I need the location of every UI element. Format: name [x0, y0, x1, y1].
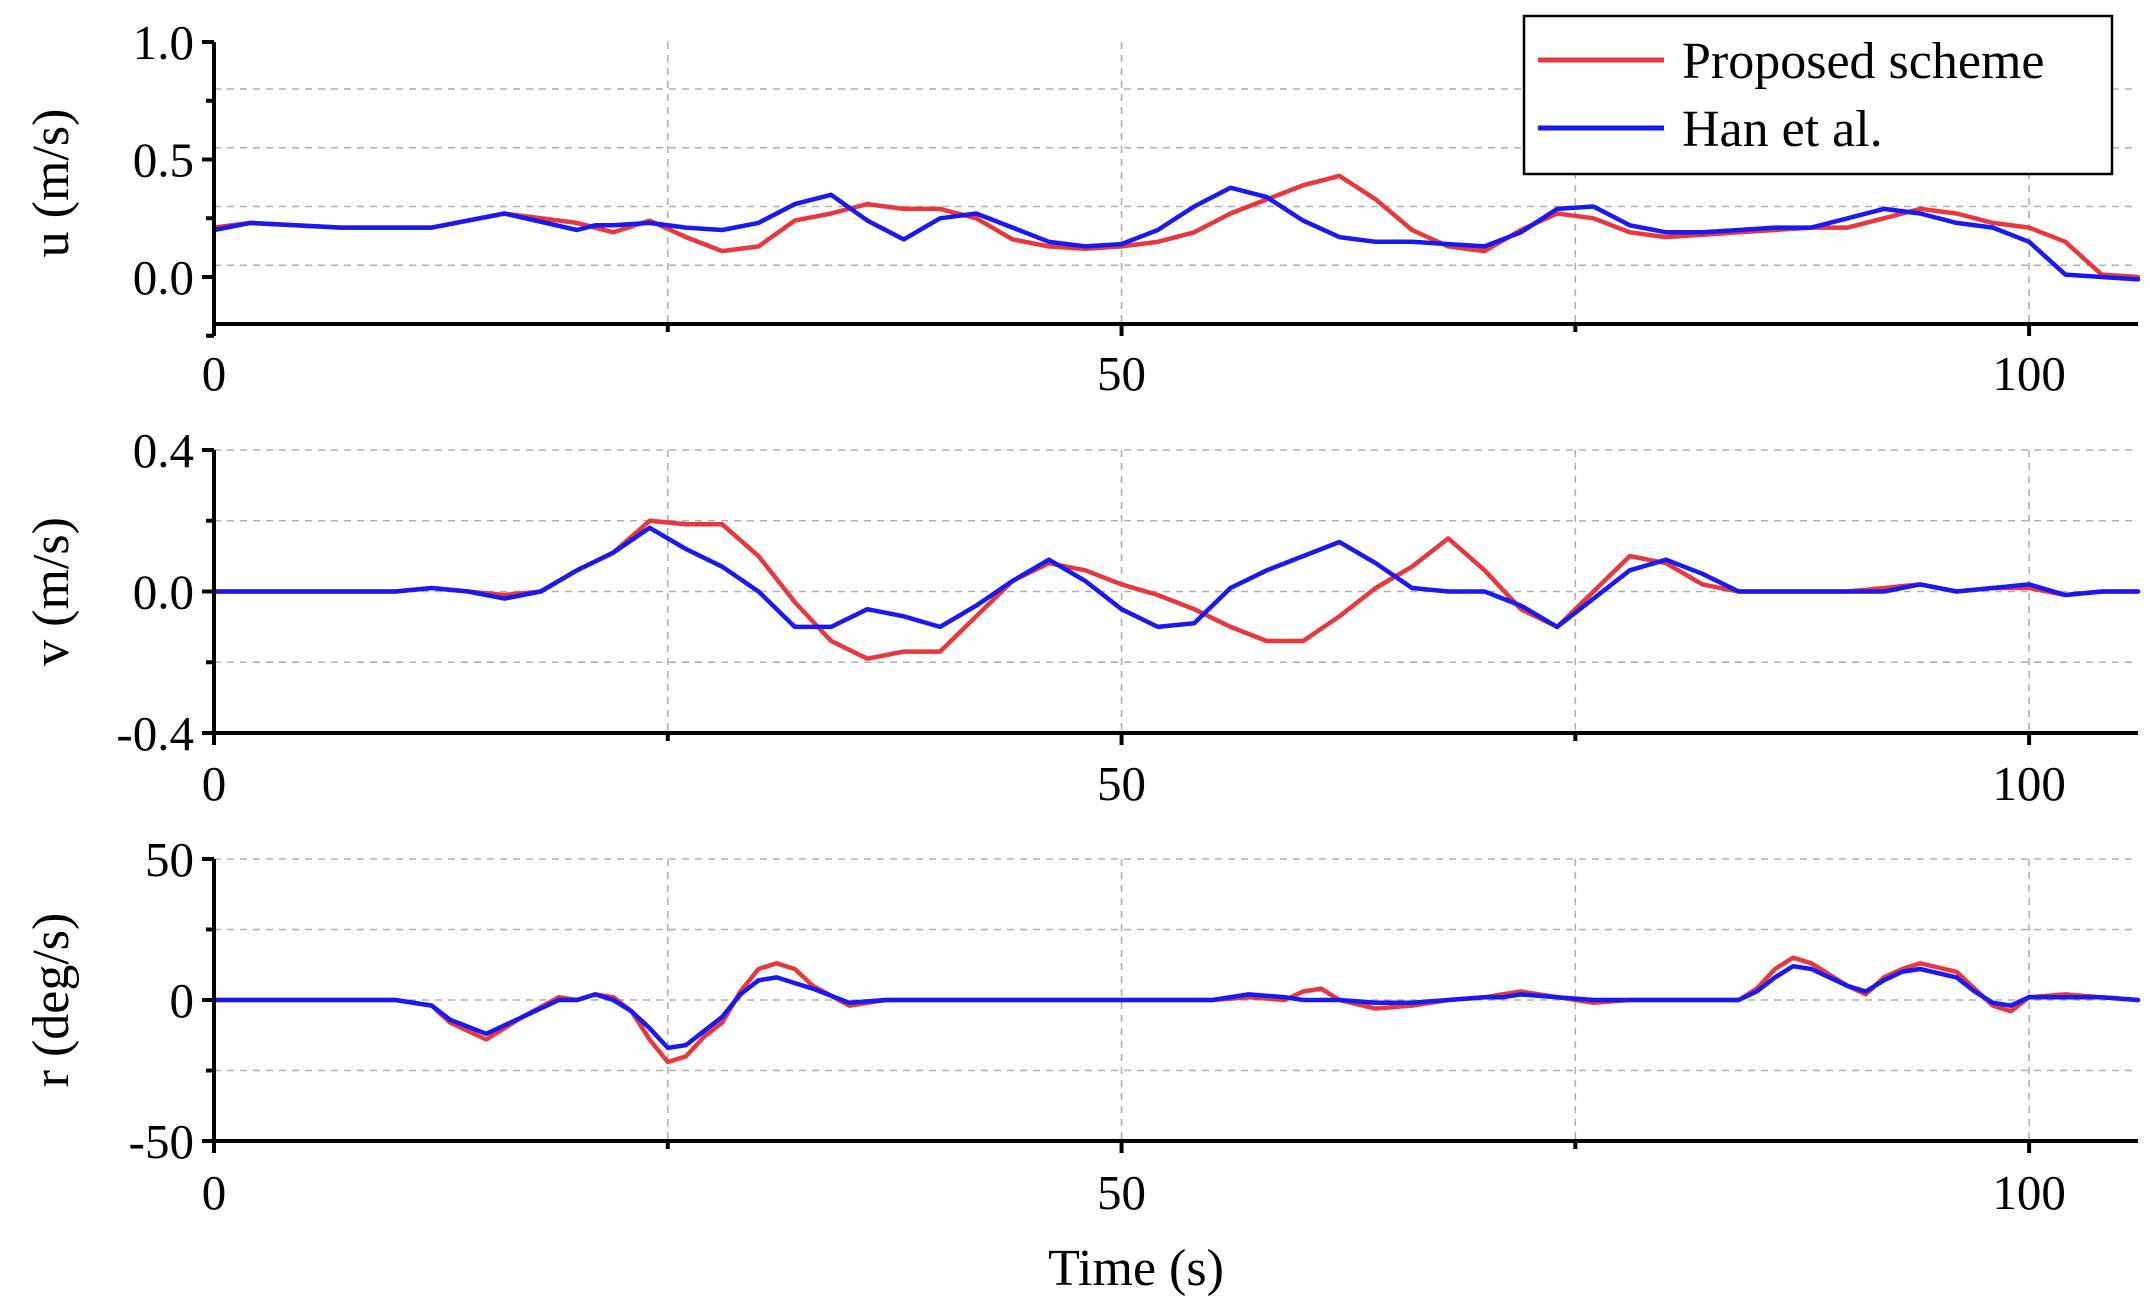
y-tick-label: 0.0: [133, 250, 194, 305]
x-tick-label: 100: [1992, 1165, 2066, 1220]
y-tick-label: 0.4: [133, 423, 194, 478]
y-tick-label: 1.0: [133, 15, 194, 70]
legend: Proposed scheme Han et al.: [1522, 14, 2114, 176]
legend-label: Proposed scheme: [1682, 33, 2044, 90]
y-tick-label: 0.5: [133, 133, 194, 188]
y-axis-label: u (m/s): [23, 109, 80, 258]
x-axis-title: Time (s): [1048, 1240, 1224, 1297]
y-tick-label: 50: [145, 832, 194, 887]
series-line-proposed-scheme: [211, 173, 2141, 280]
x-tick-label: 0: [202, 756, 227, 811]
series-line-han-et-al: [211, 185, 2141, 282]
y-tick-label: 0: [170, 973, 195, 1028]
y-axis-label: r (deg/s): [23, 913, 80, 1088]
series-line-han-et-al: [211, 525, 2141, 630]
x-tick-label: 50: [1097, 756, 1146, 811]
x-tick-label: 50: [1097, 1165, 1146, 1220]
x-tick-label: 0: [202, 1165, 227, 1220]
x-tick-label: 100: [1992, 346, 2066, 401]
panel-2: 0 50 100 -0.4 0.0 0.4 v (m/s): [23, 423, 2141, 811]
y-axis-label: v (m/s): [23, 517, 80, 666]
series-line-han-et-al: [211, 963, 2141, 1051]
x-tick-label: 100: [1992, 756, 2066, 811]
y-tick-label: 0.0: [133, 565, 194, 620]
legend-label: Han et al.: [1682, 101, 1883, 158]
panel-1: 0 50 100 0.0 0.5 1.0 u (m/s): [23, 15, 2141, 401]
series-line-proposed-scheme: [211, 955, 2141, 1065]
y-tick-label: -50: [129, 1114, 194, 1169]
y-tick-label: -0.4: [116, 706, 194, 761]
x-tick-label: 50: [1097, 346, 1146, 401]
x-tick-label: 0: [202, 346, 227, 401]
legend-box: [1522, 14, 2114, 176]
